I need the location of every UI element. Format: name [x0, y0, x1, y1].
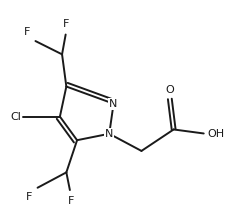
- Text: F: F: [26, 192, 32, 202]
- Text: F: F: [63, 19, 70, 29]
- Text: N: N: [109, 99, 118, 109]
- Text: Cl: Cl: [10, 112, 21, 122]
- Text: F: F: [24, 27, 30, 37]
- Text: O: O: [165, 85, 174, 95]
- Text: OH: OH: [207, 129, 224, 139]
- Text: F: F: [67, 196, 74, 206]
- Text: N: N: [105, 129, 114, 139]
